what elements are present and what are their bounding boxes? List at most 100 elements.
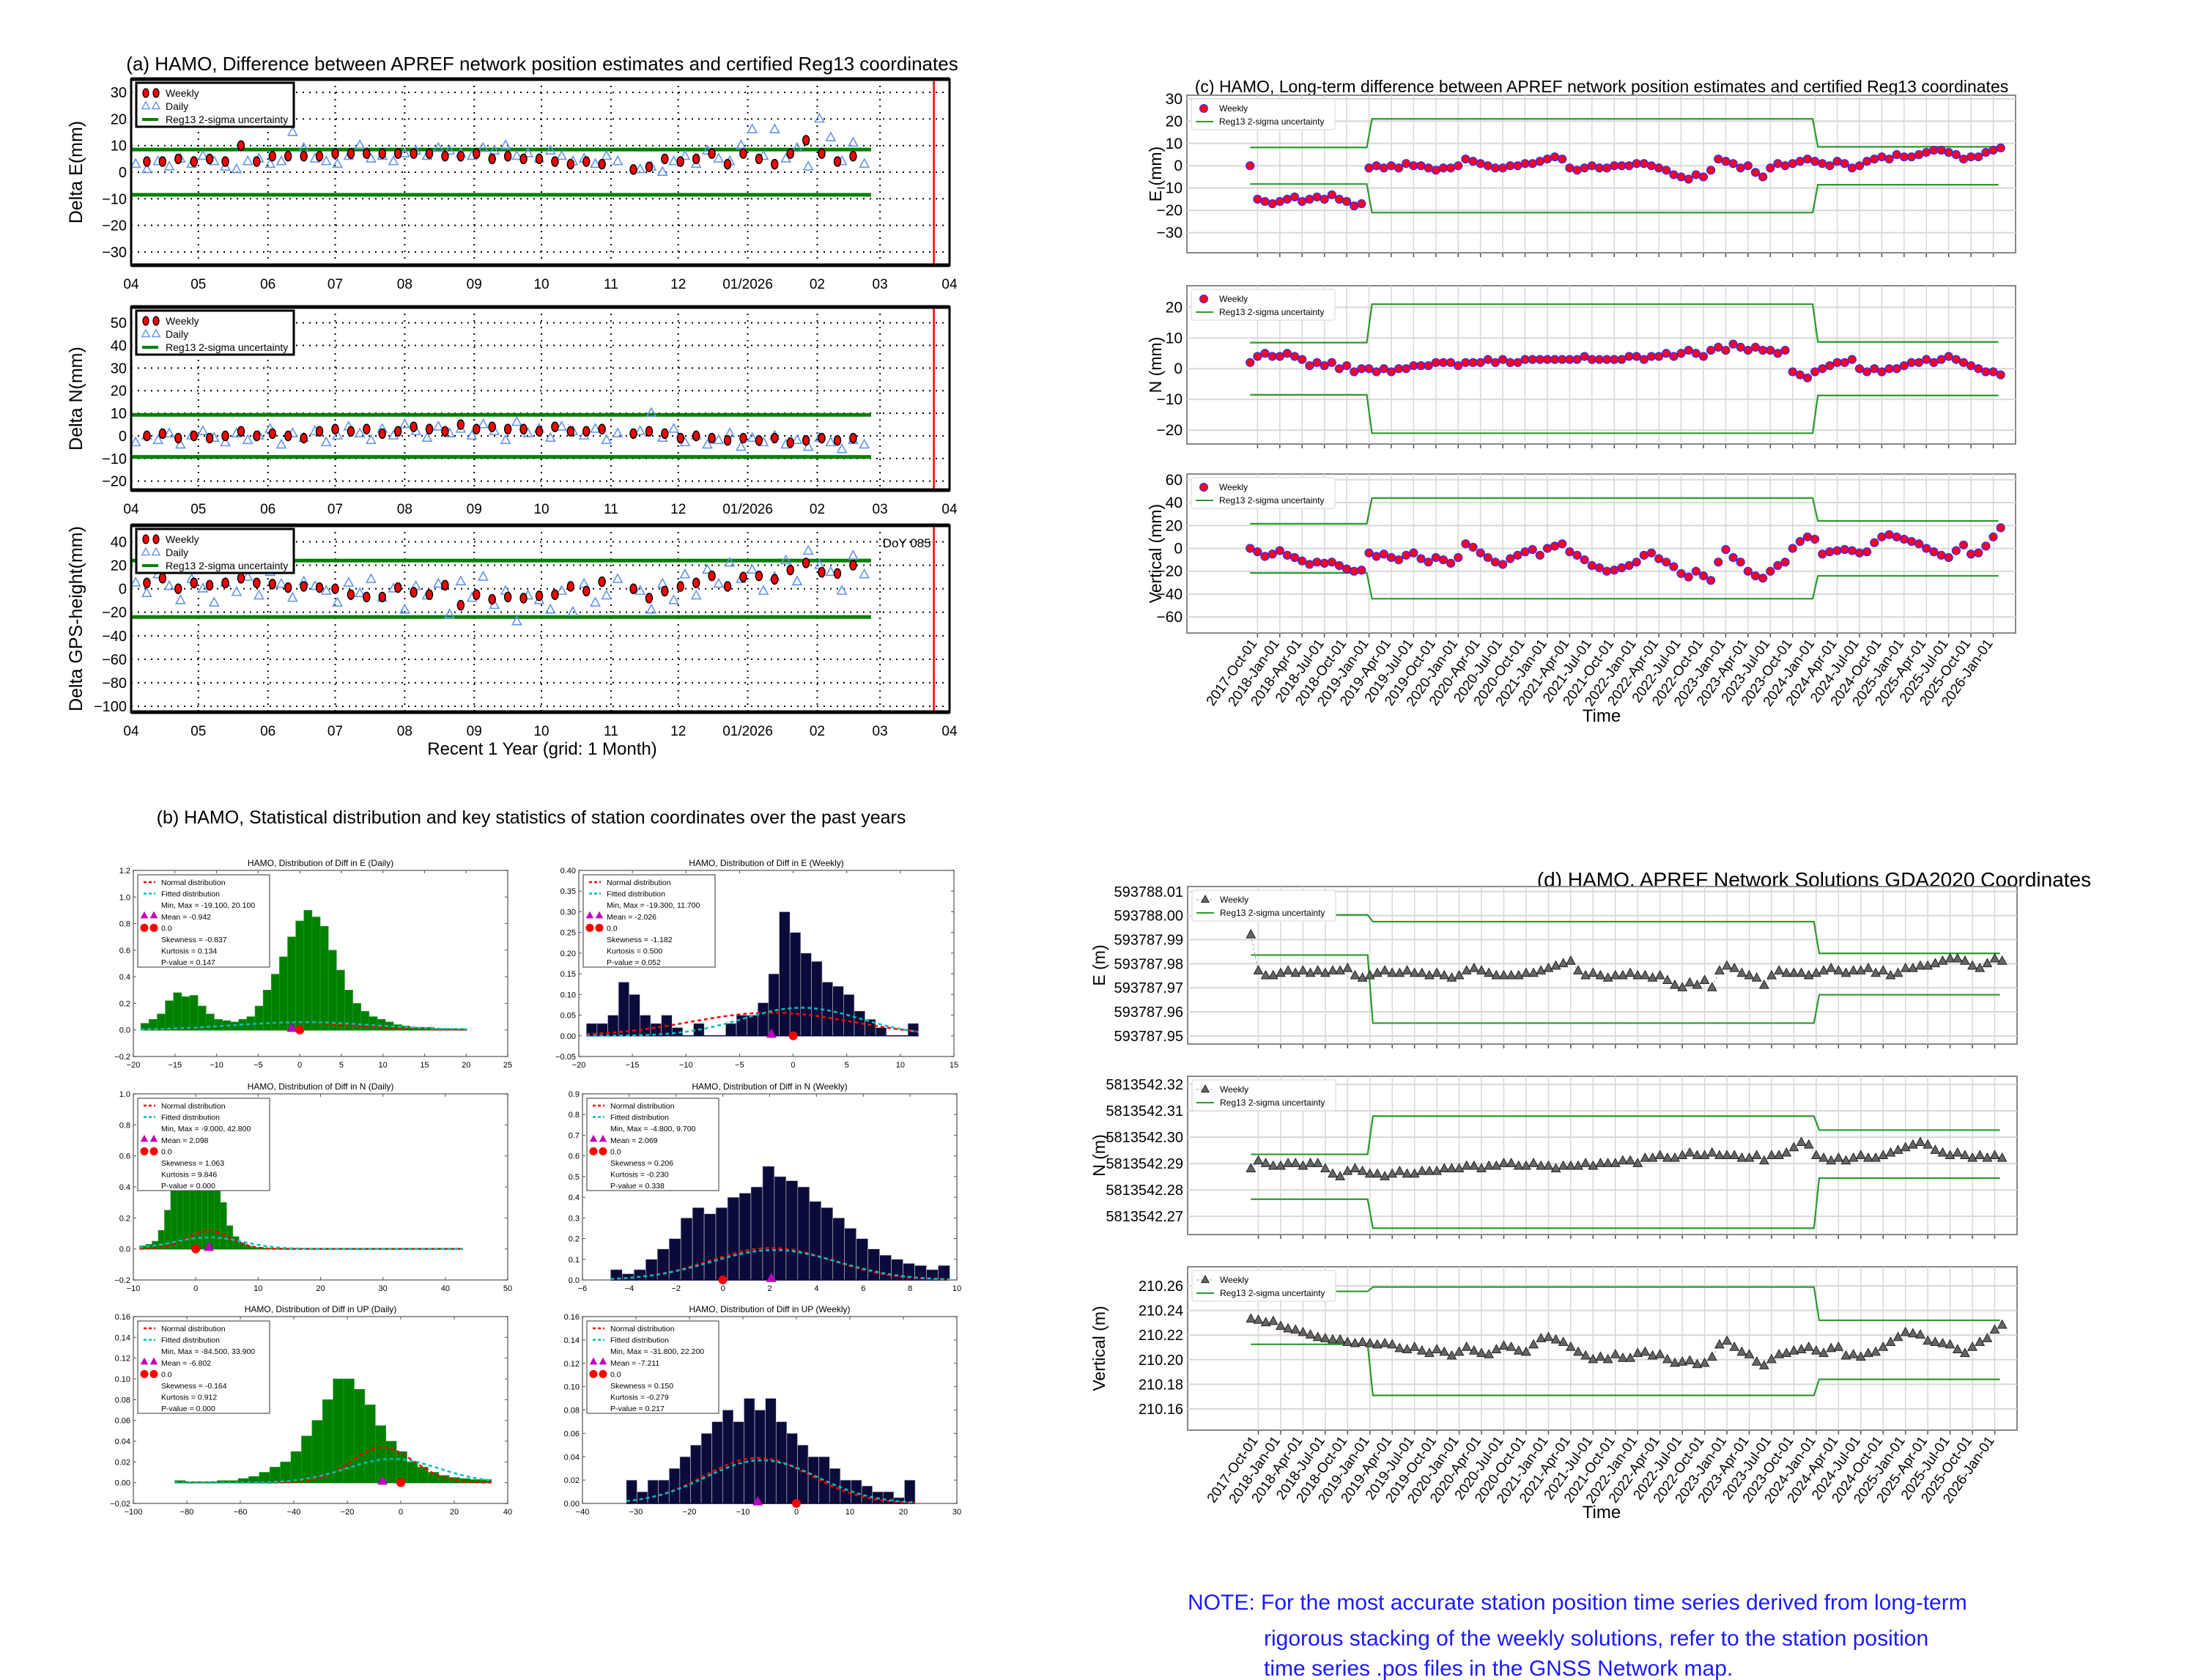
weekly-point [1394, 555, 1404, 565]
legend: Weekly Reg13 2-sigma uncertainty [1191, 289, 1336, 321]
histogram-title: HAMO, Distribution of Diff in E (Weekly) [689, 858, 844, 868]
weekly-point [1877, 367, 1887, 377]
weekly-point [1832, 157, 1842, 166]
x-tick-label: 04 [123, 277, 139, 292]
legend-zero: 0.0 [610, 1147, 621, 1156]
daily-point [544, 432, 556, 443]
weekly-point [456, 150, 465, 162]
weekly-point [1624, 352, 1634, 361]
weekly-point [1862, 157, 1872, 166]
weekly-point [1342, 360, 1352, 371]
weekly-point [1298, 355, 1307, 364]
weekly-point [519, 153, 528, 165]
daily-point [645, 407, 657, 418]
y-tick-label: 30 [111, 360, 127, 377]
weekly-point [1892, 1331, 1903, 1342]
weekly-point [1721, 157, 1731, 166]
y-tick-label: 0.40 [560, 867, 576, 876]
uncertainty-line-upper [1250, 303, 1999, 344]
weekly-point [1468, 542, 1478, 552]
weekly-point [456, 419, 465, 430]
weekly-point [1728, 552, 1738, 563]
y-tick-label: 0.00 [115, 1479, 130, 1488]
weekly-point [1796, 1136, 1807, 1147]
weekly-point [1729, 1150, 1740, 1160]
weekly-point [1550, 152, 1560, 162]
y-axis-label: E (m) [1089, 944, 1109, 985]
weekly-point [1394, 1342, 1405, 1352]
weekly-point [284, 430, 292, 442]
panel-a-plot-1: −30 −20 −10 0 10 20 30 04 05 06 07 08 09 10 11 12 01/202… [66, 77, 958, 292]
weekly-point [347, 589, 355, 600]
weekly-point [598, 423, 606, 434]
y-tick-label: 593788.01 [1114, 884, 1183, 900]
weekly-point [1906, 537, 1917, 547]
daily-point [152, 434, 164, 445]
normal-distribution-curve [139, 1230, 463, 1250]
weekly-point [1951, 546, 1961, 555]
weekly-point [1253, 1314, 1264, 1324]
weekly-point [1914, 149, 1924, 160]
x-tick-label: 4 [814, 1284, 818, 1293]
daily-point [747, 432, 758, 443]
weekly-point [1372, 967, 1383, 977]
weekly-point [1624, 560, 1634, 570]
daily-point [590, 422, 601, 433]
weekly-point [1818, 965, 1829, 974]
x-tick-label: 0 [721, 1284, 725, 1293]
x-tick-label: 12 [670, 277, 686, 292]
x-tick-label: 06 [260, 724, 275, 739]
y-tick-label: −60 [1156, 609, 1183, 626]
weekly-point [1506, 161, 1515, 171]
weekly-point [1930, 1336, 1941, 1346]
daily-point [354, 427, 366, 437]
weekly-point [1416, 161, 1426, 171]
weekly-point [1424, 969, 1435, 980]
weekly-point [1914, 539, 1924, 549]
weekly-point [1588, 1160, 1599, 1170]
zero-legend-marker [149, 1147, 158, 1155]
y-tick-label: 1.2 [119, 867, 130, 876]
weekly-point [1773, 560, 1783, 570]
weekly-point [1454, 969, 1465, 980]
histogram-bar [668, 1238, 681, 1281]
x-tick-label: −10 [127, 1284, 141, 1293]
daily-point [802, 160, 814, 171]
weekly-point [1877, 152, 1887, 162]
weekly-point [755, 434, 763, 446]
weekly-point [1520, 547, 1530, 557]
daily-point [275, 155, 287, 166]
weekly-point [1706, 982, 1717, 991]
weekly-point [629, 164, 637, 175]
weekly-point [190, 577, 198, 588]
weekly-point [1966, 360, 1976, 371]
histogram-title: HAMO, Distribution of Diff in UP (Weekly… [689, 1304, 850, 1314]
weekly-point [1654, 969, 1665, 980]
weekly-point [1461, 1341, 1472, 1351]
weekly-point [1877, 532, 1887, 541]
weekly-point [1750, 571, 1761, 581]
daily-point [544, 603, 556, 614]
y-tick-label: 0.02 [115, 1458, 130, 1467]
weekly-point [1802, 373, 1813, 382]
weekly-point [661, 153, 669, 165]
weekly-point [1402, 965, 1413, 974]
daily-point [847, 136, 859, 147]
mean-legend-marker [599, 1134, 607, 1142]
legend-normal-label: Normal distribution [610, 1325, 675, 1333]
weekly-point [1476, 358, 1485, 367]
weekly-point [1602, 163, 1612, 173]
x-tick-label: −10 [736, 1508, 750, 1517]
fitted-distribution-curve [586, 1007, 919, 1037]
weekly-point [1788, 1141, 1799, 1152]
weekly-point [190, 156, 198, 167]
weekly-point [1305, 194, 1314, 204]
weekly-point [1454, 161, 1463, 171]
weekly-point [1654, 352, 1664, 361]
daily-point [702, 438, 713, 449]
legend-uncertainty-label: Reg13 2-sigma uncertainty [1220, 1288, 1325, 1298]
weekly-point [1550, 541, 1560, 551]
weekly-point [1967, 960, 1978, 970]
weekly-point [1513, 161, 1522, 171]
daily-point [332, 429, 343, 440]
